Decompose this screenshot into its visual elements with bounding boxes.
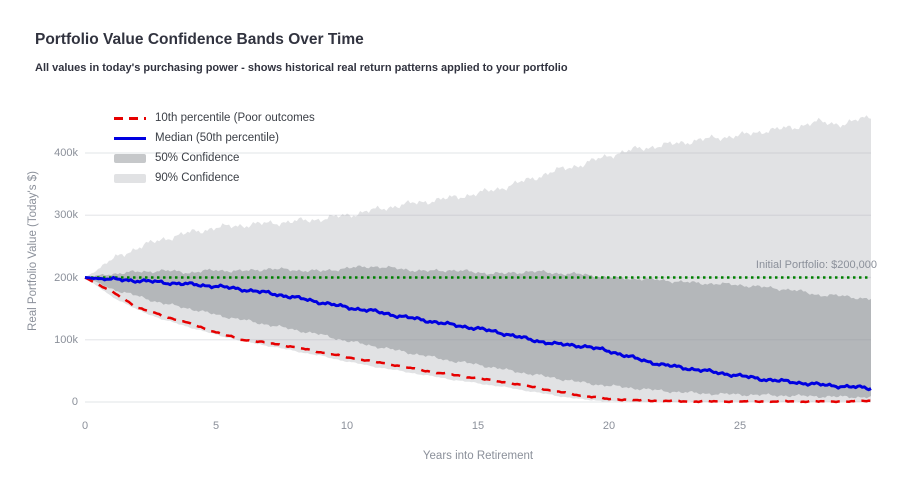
legend-item-label: 90% Confidence <box>155 172 240 184</box>
legend-item-label: Median (50th percentile) <box>155 132 280 144</box>
p10-percentile-line <box>84 276 872 404</box>
legend-item[interactable]: 90% Confidence <box>114 168 315 188</box>
page-subtitle: All values in today's purchasing power -… <box>35 62 568 74</box>
y-tick-label: 100k <box>54 333 78 346</box>
chart-legend: 10th percentile (Poor outcomes Median (50… <box>114 108 315 188</box>
legend-band-swatch-icon <box>114 153 146 163</box>
x-tick-label: 5 <box>212 420 220 432</box>
y-tick-label: 200k <box>54 271 78 284</box>
x-tick-label: 10 <box>340 420 354 432</box>
median-line <box>84 275 872 392</box>
x-tick-label: 15 <box>471 420 485 432</box>
legend-item-label: 10th percentile (Poor outcomes <box>155 112 315 124</box>
x-axis-title: Years into Retirement <box>422 450 534 462</box>
x-tick-label: 20 <box>602 420 616 432</box>
legend-solid-line-icon <box>114 136 146 140</box>
legend-item[interactable]: 50% Confidence <box>114 148 315 168</box>
band-90-confidence <box>85 115 871 403</box>
x-tick-label: 0 <box>81 420 89 432</box>
legend-item[interactable]: Median (50th percentile) <box>114 128 315 148</box>
page-title: Portfolio Value Confidence Bands Over Ti… <box>35 31 364 48</box>
legend-band-swatch-icon <box>114 173 146 183</box>
y-axis-title: Real Portfolio Value (Today's $) <box>27 171 39 331</box>
legend-dashed-line-icon <box>114 116 146 120</box>
x-tick-label: 25 <box>733 420 747 432</box>
y-tick-label: 400k <box>54 147 78 159</box>
y-tick-label: 300k <box>54 209 78 222</box>
y-tick-label: 0 <box>71 396 78 408</box>
legend-item[interactable]: 10th percentile (Poor outcomes <box>114 108 315 128</box>
initial-portfolio-annotation: Initial Portfolio: $200,000 <box>755 259 877 271</box>
legend-item-label: 50% Confidence <box>155 152 240 164</box>
